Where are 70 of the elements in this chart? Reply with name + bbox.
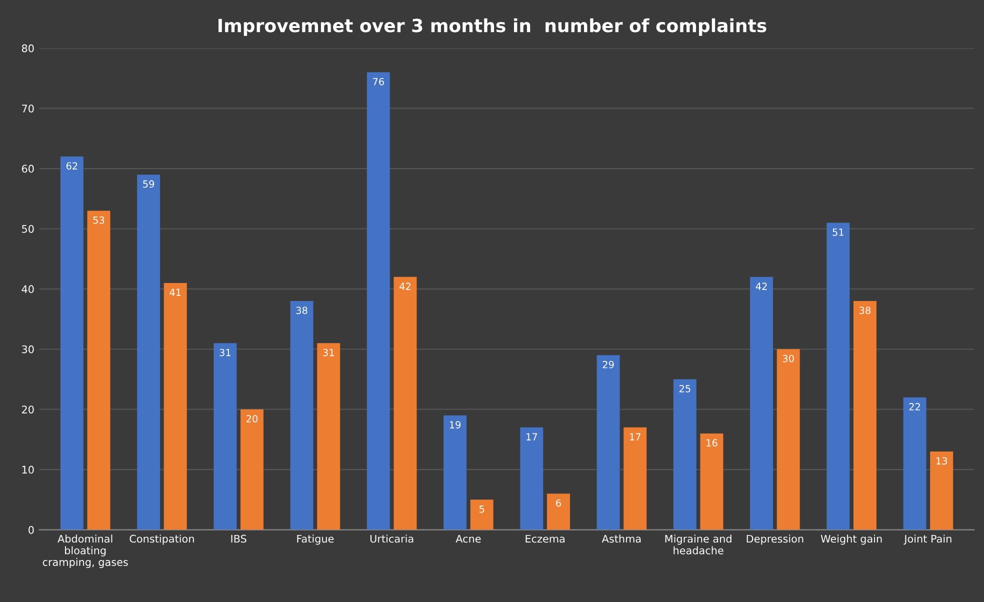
y-tick-label: 10 (22, 466, 34, 474)
data-label: 17 (630, 433, 640, 440)
data-label: 29 (602, 360, 614, 368)
data-label: 38 (860, 306, 870, 314)
data-label: 30 (782, 354, 794, 362)
bar (366, 72, 390, 530)
bar (394, 276, 417, 530)
data-label: 6 (556, 499, 561, 507)
bar (596, 355, 620, 530)
data-label: 42 (400, 282, 410, 290)
x-tick-label: IBS (231, 534, 246, 543)
data-label: 5 (480, 506, 484, 513)
y-tick-label: 30 (22, 345, 34, 354)
data-label: 76 (373, 78, 384, 86)
data-label: 17 (526, 433, 538, 440)
bar (853, 301, 876, 530)
data-label: 20 (246, 415, 258, 422)
data-label: 13 (936, 457, 947, 465)
bar (520, 427, 544, 530)
data-label: 38 (296, 306, 308, 314)
bar (470, 500, 494, 530)
bar (673, 379, 696, 530)
bar (60, 156, 84, 530)
data-label: 42 (756, 282, 767, 290)
x-tick-label: Constipation (130, 534, 194, 545)
data-label: 62 (66, 162, 78, 170)
bar (290, 301, 314, 530)
bar (240, 409, 264, 530)
data-label: 59 (143, 180, 154, 188)
bar (214, 343, 237, 530)
bar (87, 210, 110, 530)
x-tick-label: Asthma (602, 534, 641, 543)
x-tick-label: Joint Pain (904, 534, 952, 545)
x-tick-label: Urticaria (370, 534, 414, 543)
data-label: 22 (909, 403, 920, 410)
y-tick-label: 50 (22, 224, 34, 233)
y-tick-label: 20 (22, 406, 34, 414)
chart-title: Improvemnet over 3 months in number of complaints (218, 18, 766, 36)
bar (930, 452, 954, 530)
data-label: 41 (170, 288, 181, 296)
x-tick-label: Migraine and headache (665, 534, 732, 554)
y-tick-label: 40 (22, 285, 34, 294)
data-label: 51 (832, 228, 844, 236)
x-tick-label: Eczema (526, 534, 564, 543)
bar (444, 415, 467, 530)
data-label: 16 (706, 439, 718, 447)
bar (164, 282, 187, 530)
bar (750, 276, 774, 530)
x-tick-label: Acne (456, 534, 481, 543)
data-label: 25 (679, 384, 690, 392)
x-tick-label: Abdominal bloating cramping, gases (42, 534, 128, 568)
x-tick-label: Depression (746, 534, 804, 545)
data-label: 31 (220, 348, 230, 356)
bar (137, 174, 160, 530)
x-tick-label: Weight gain (820, 534, 882, 545)
bar (546, 494, 570, 530)
y-tick-label: 0 (28, 526, 34, 534)
x-tick-label: Fatigue (297, 534, 334, 545)
data-label: 19 (450, 421, 461, 428)
y-tick-label: 80 (22, 44, 34, 52)
bar (317, 343, 340, 530)
bar (826, 222, 850, 530)
bar (776, 349, 800, 530)
y-tick-label: 70 (22, 104, 34, 112)
bar (624, 427, 647, 530)
data-label: 31 (323, 348, 334, 356)
y-tick-label: 60 (22, 164, 34, 173)
bar (903, 397, 926, 530)
data-label: 53 (93, 216, 104, 224)
bar (700, 433, 724, 530)
